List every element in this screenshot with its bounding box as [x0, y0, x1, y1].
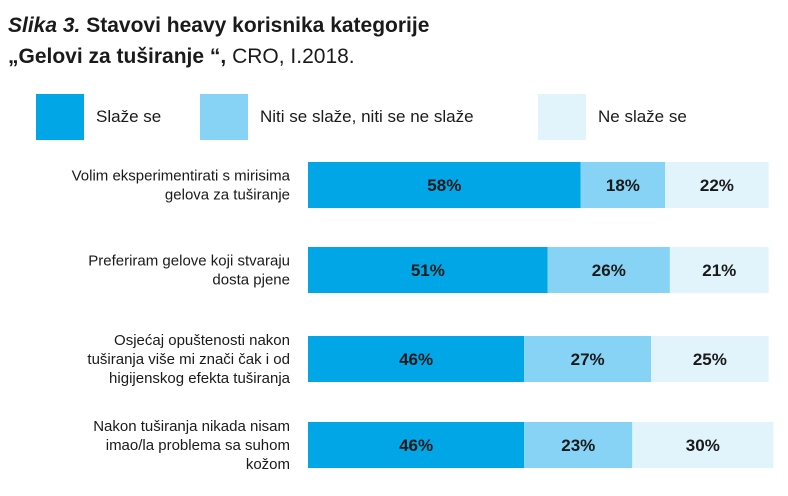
chart-title: Slika 3. Stavovi heavy korisnika kategor… [8, 10, 429, 72]
title-prefix: Slika 3. [8, 14, 81, 37]
bar-segment-neutral [524, 422, 633, 468]
category-label-line: higijenskog efekta tuširanja [109, 370, 291, 387]
value-label-agree: 46% [399, 436, 433, 455]
stacked-bar-chart: Volim eksperimentirati s mirisima gelova … [72, 162, 774, 473]
chart-legend: Slaže se Niti se slaže, niti se ne slaže… [8, 94, 778, 140]
value-label-neutral: 27% [571, 350, 605, 369]
bar-segment-agree [308, 247, 548, 293]
title-category: „Gelovi za tuširanje “, [8, 45, 227, 68]
legend-swatch-neutral [200, 94, 248, 140]
category-label-line: gelova za tuširanje [165, 187, 290, 204]
value-label-disagree: 30% [686, 436, 720, 455]
bar-segment-agree [308, 336, 525, 382]
title-main: Stavovi heavy korisnika kategorije [86, 14, 430, 37]
category-label-line: tuširanja više mi znači čak i od [87, 351, 290, 368]
category-label-line: Osjećaj opuštenosti nakon [114, 332, 290, 349]
value-label-neutral: 23% [561, 436, 595, 455]
title-line-1: Slika 3. Stavovi heavy korisnika kategor… [8, 10, 429, 41]
value-label-disagree: 21% [702, 261, 736, 280]
legend-label-neutral: Niti se slaže, niti se ne slaže [260, 107, 474, 126]
category-label: Volim eksperimentirati s mirisima gelova … [72, 168, 291, 204]
bar-segment-agree [308, 162, 581, 208]
value-label-disagree: 22% [700, 176, 734, 195]
bar-segment-disagree [632, 422, 774, 468]
category-label-line: Volim eksperimentirati s mirisima [72, 168, 291, 185]
bar-segment-neutral [524, 336, 652, 382]
legend-label-agree: Slaže se [96, 107, 162, 126]
bar-segment-neutral [580, 162, 666, 208]
category-label-line: kožom [246, 456, 290, 473]
bar-segment-neutral [547, 247, 670, 293]
value-label-agree: 46% [399, 350, 433, 369]
category-label-line: Preferiram gelove koji stvaraju [88, 253, 290, 270]
bar-segment-disagree [665, 162, 769, 208]
legend-swatch-agree [36, 94, 84, 140]
value-label-agree: 51% [411, 261, 445, 280]
value-label-neutral: 18% [606, 176, 640, 195]
title-meta: CRO, I.2018. [232, 45, 355, 68]
category-label-line: imao/la problema sa suhom [106, 437, 290, 454]
legend-swatch-disagree [538, 94, 586, 140]
value-label-disagree: 25% [693, 350, 727, 369]
legend-label-disagree: Ne slaže se [598, 107, 687, 126]
category-label-line: Nakon tuširanja nikada nisam [93, 418, 290, 435]
value-label-neutral: 26% [592, 261, 626, 280]
value-label-agree: 58% [427, 176, 461, 195]
category-label: Nakon tuširanja nikada nisam imao/la prob… [93, 418, 290, 473]
bar-segment-agree [308, 422, 525, 468]
bar-segment-disagree [669, 247, 769, 293]
bar-segment-disagree [651, 336, 769, 382]
title-line-2: „Gelovi za tuširanje “, CRO, I.2018. [8, 41, 429, 72]
category-label-line: dosta pjene [212, 272, 290, 289]
category-label: Preferiram gelove koji stvaraju dosta pje… [88, 253, 290, 289]
category-label: Osjećaj opuštenosti nakon tuširanja više … [87, 332, 290, 387]
